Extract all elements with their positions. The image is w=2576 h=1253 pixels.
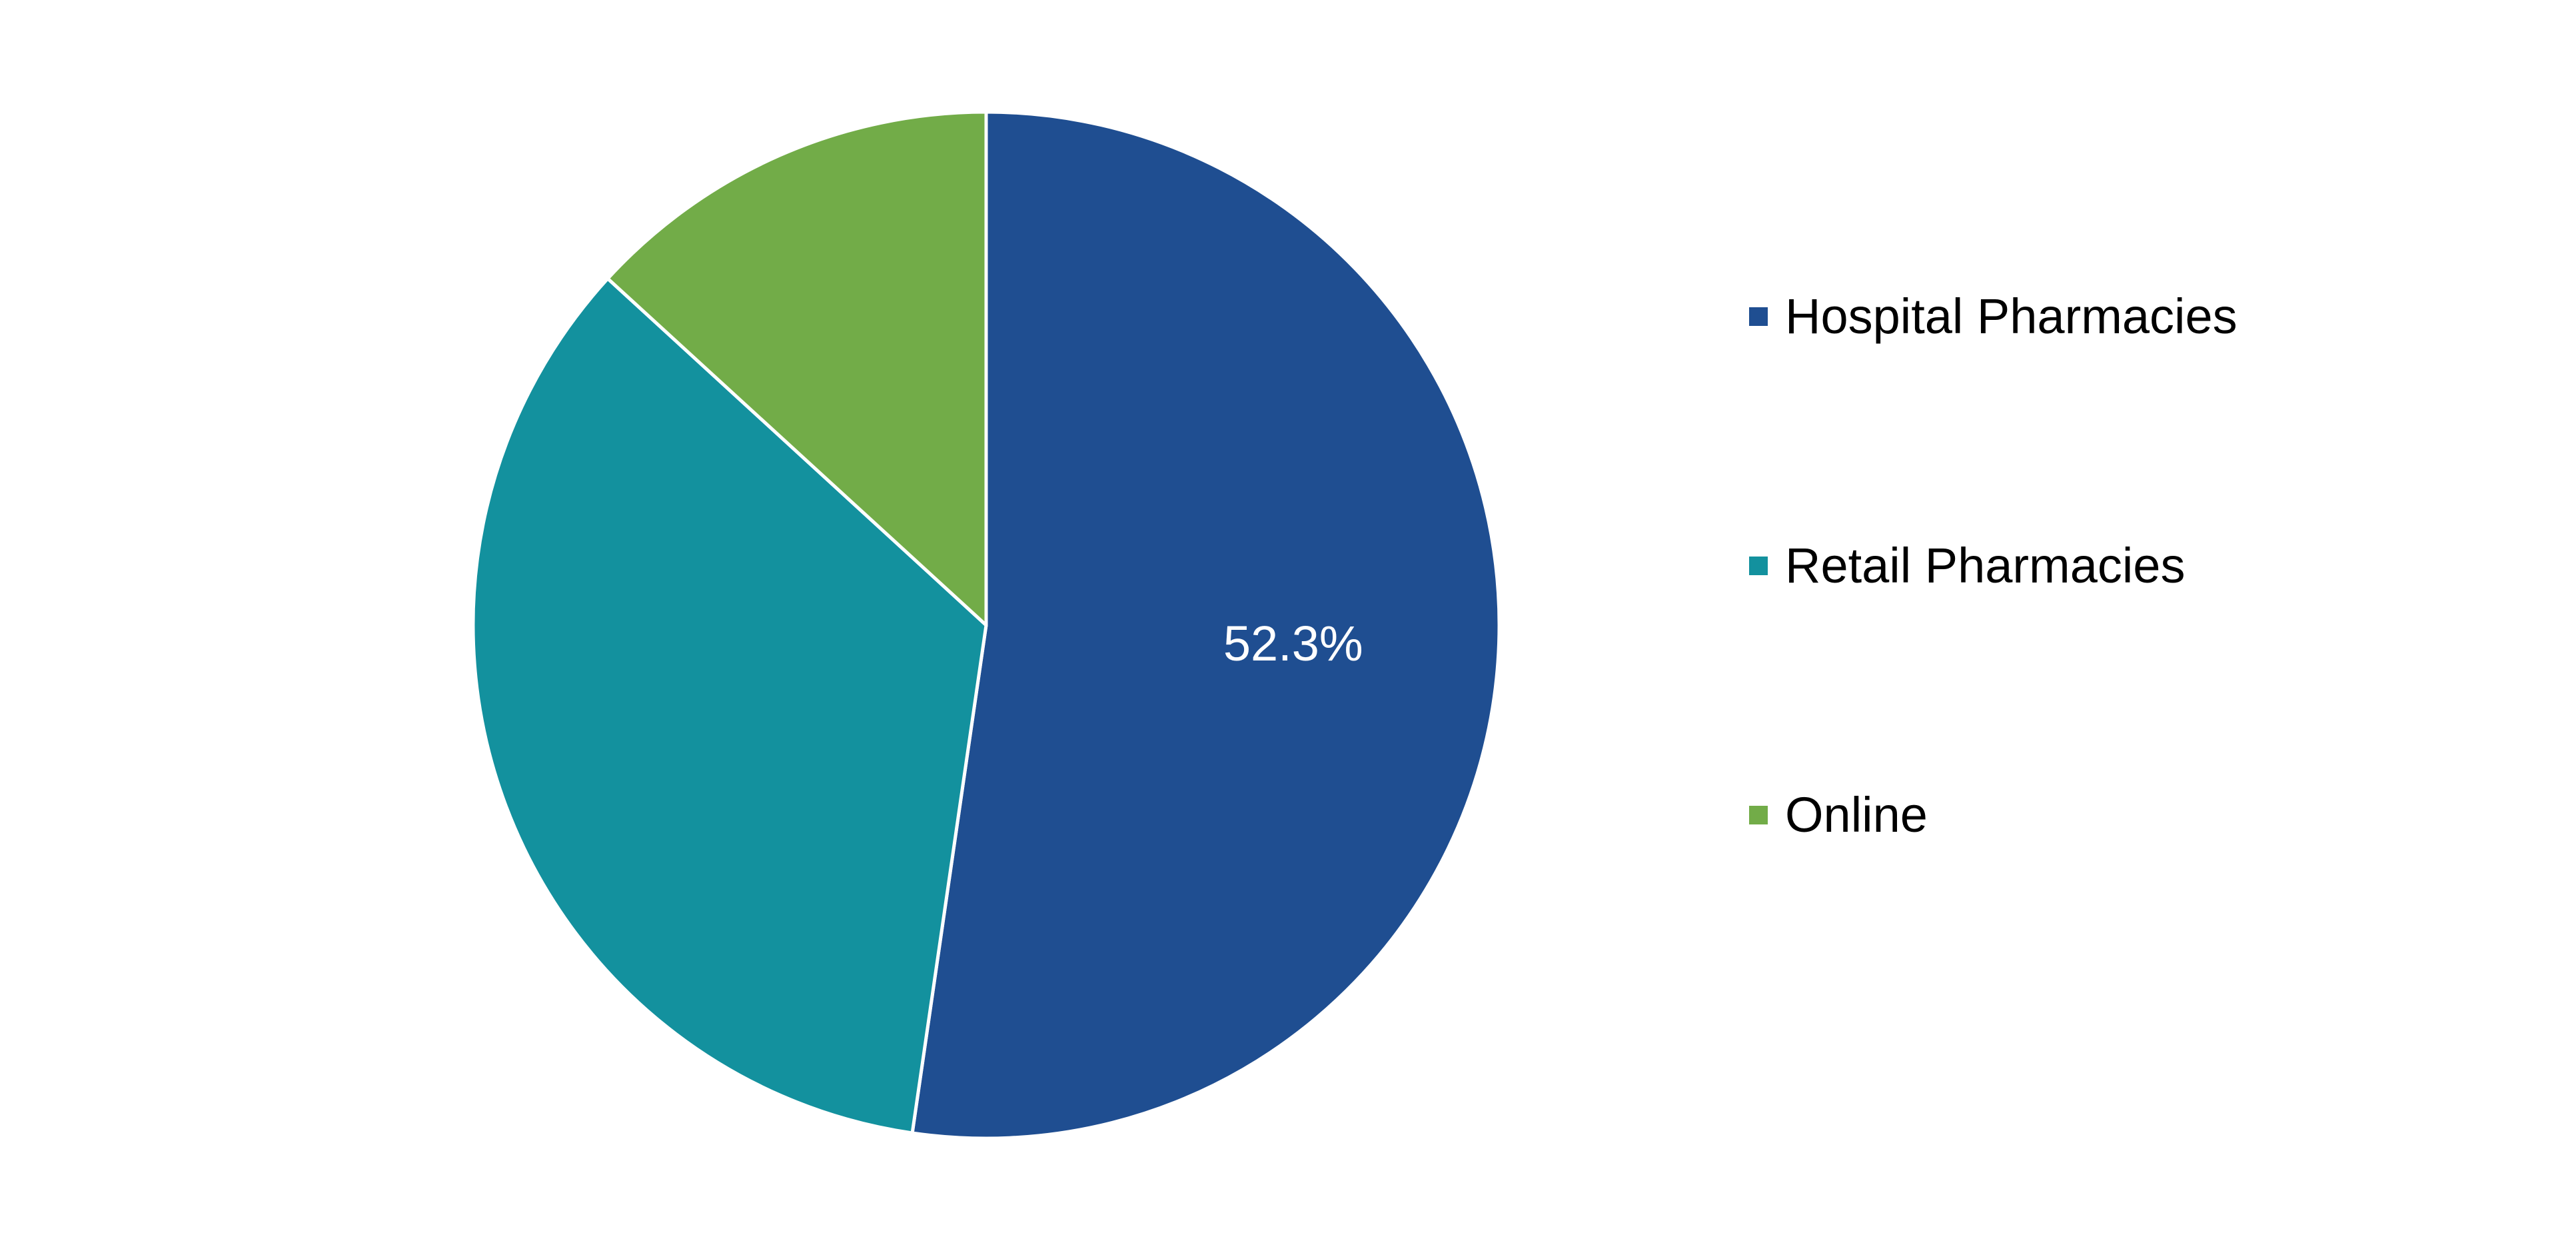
pie-slices <box>471 110 1501 1140</box>
legend-swatch-online <box>1749 806 1768 824</box>
pie-slice-hospital-pharmacies <box>910 110 1501 1140</box>
legend-swatch-retail-pharmacies <box>1749 557 1768 575</box>
pie-slice-retail-pharmacies <box>471 277 988 1135</box>
legend-item-retail-pharmacies: Retail Pharmacies <box>1749 536 2185 596</box>
legend-label-hospital-pharmacies: Hospital Pharmacies <box>1785 289 2238 344</box>
legend-label-online: Online <box>1785 787 1928 842</box>
data-label-hospital-pharmacies: 52.3% <box>1223 616 1363 671</box>
legend-swatch-hospital-pharmacies <box>1749 307 1768 326</box>
pie-data-labels: 52.3% <box>1223 616 1363 671</box>
legend-item-online: Online <box>1749 785 1928 845</box>
legend-item-hospital-pharmacies: Hospital Pharmacies <box>1749 287 2238 347</box>
pie-slice-online <box>606 110 988 627</box>
legend-label-retail-pharmacies: Retail Pharmacies <box>1785 538 2186 593</box>
